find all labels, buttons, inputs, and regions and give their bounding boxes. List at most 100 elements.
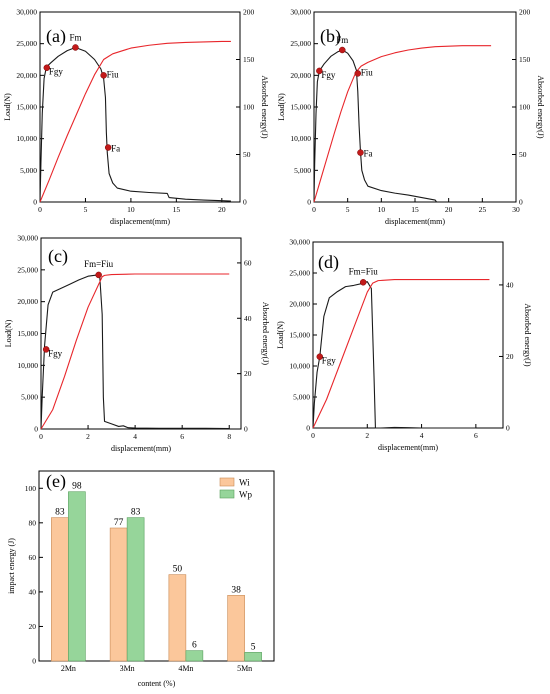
y-right-tick-label: 200 xyxy=(519,8,531,17)
y-left-tick-label: 10,000 xyxy=(17,361,38,370)
legend-swatch-wp xyxy=(219,489,235,499)
bar-value-label: 38 xyxy=(231,585,241,595)
y-left-tick-label: 10,000 xyxy=(290,134,311,143)
panel-c: 0 2 4 6 8 0 5,000 10,000 15,000 20,000 25,000 30,00… xyxy=(4,234,270,454)
y-tick-label: 40 xyxy=(29,587,37,596)
y-right-tick-label: 0 xyxy=(244,425,248,434)
panel-label: (b) xyxy=(320,26,341,47)
x-axis-label: displacement(mm) xyxy=(111,444,171,453)
y-left-tick-label: 15,000 xyxy=(290,103,311,112)
x-tick-label: 0 xyxy=(311,431,315,440)
y-left-tick-label: 0 xyxy=(306,424,310,433)
x-tick-label: 5 xyxy=(84,205,88,214)
point-label: Fm xyxy=(69,32,81,42)
energy-curve xyxy=(40,273,230,430)
y-left-tick-label: 25,000 xyxy=(289,269,310,278)
y-right-tick-label: 100 xyxy=(519,103,531,112)
y-right-tick-label: 40 xyxy=(244,314,252,323)
plot-frame xyxy=(38,470,275,662)
bar-value-label: 98 xyxy=(72,482,82,492)
point-marker-fgy xyxy=(43,64,51,71)
point-label: Fm xyxy=(336,35,348,45)
y-left-tick-label: 20,000 xyxy=(16,71,37,80)
y-left-axis-label: Load(N) xyxy=(3,93,12,121)
point-marker-fm xyxy=(339,46,346,54)
panel-a: 0 5 10 15 2005,00010,00015,00020,00025,00030… xyxy=(3,8,269,227)
point-marker-fm-fiu xyxy=(95,271,102,279)
bar-wp-4mn xyxy=(185,650,204,662)
bar-wp-3mn xyxy=(126,517,145,662)
panel-label: (c) xyxy=(48,246,68,267)
bar-wi-3mn xyxy=(109,527,128,662)
y-left-tick-label: 10,000 xyxy=(289,362,310,371)
y-right-tick-label: 100 xyxy=(243,103,255,112)
point-marker-fiu xyxy=(100,72,107,79)
category-label: 5Mn xyxy=(237,664,252,673)
point-marker-fm-fiu xyxy=(359,279,367,286)
point-marker-fgy xyxy=(42,346,50,353)
bar-wi-4mn xyxy=(168,574,187,662)
y-right-tick-label: 150 xyxy=(519,55,531,64)
category-label: 4Mn xyxy=(178,664,193,673)
x-axis-label: displacement(mm) xyxy=(110,217,170,226)
x-axis-label: displacement(mm) xyxy=(378,443,438,452)
y-left-tick-label: 5,000 xyxy=(20,166,37,175)
x-tick-label: 0 xyxy=(312,205,316,214)
y-tick-label: 20 xyxy=(29,622,37,631)
plot-frame xyxy=(40,237,242,430)
y-tick-label: 100 xyxy=(25,484,37,493)
y-right-axis-label: Absorbed energy(J) xyxy=(260,75,269,139)
bar-value-label: 50 xyxy=(173,565,183,575)
y-left-tick-label: 30,000 xyxy=(17,234,38,243)
load-curve xyxy=(39,46,231,203)
x-tick-label: 2 xyxy=(86,432,90,441)
plot-frame xyxy=(312,241,504,429)
y-tick-label: 0 xyxy=(32,657,36,666)
x-tick-label: 20 xyxy=(218,205,226,214)
energy-curve xyxy=(313,45,492,203)
y-left-tick-label: 25,000 xyxy=(16,39,37,48)
y-left-tick-label: 0 xyxy=(34,425,38,434)
y-left-axis-label: Load(N) xyxy=(276,321,285,349)
point-marker-fa xyxy=(104,144,112,151)
y-right-axis-label: Absorbed energy(J) xyxy=(523,303,532,367)
point-label: Fgy xyxy=(48,348,63,358)
y-left-tick-label: 30,000 xyxy=(290,8,311,17)
panel-e: 0 20 40 60 80 100 2Mn 83 98 3Mn 77 83 4Mn 50 6 5Mn 38 5 co… xyxy=(7,470,275,688)
x-tick-label: 0 xyxy=(38,205,42,214)
y-left-tick-label: 10,000 xyxy=(16,134,37,143)
x-tick-label: 10 xyxy=(127,205,135,214)
x-tick-label: 4 xyxy=(420,431,424,440)
x-tick-label: 8 xyxy=(227,432,231,441)
y-right-tick-label: 20 xyxy=(506,352,514,361)
bar-wp-5mn xyxy=(244,652,262,662)
point-label: Fa xyxy=(111,144,120,154)
bar-value-label: 83 xyxy=(55,508,65,518)
bar-value-label: 6 xyxy=(192,641,197,651)
y-left-tick-label: 30,000 xyxy=(289,238,310,247)
x-tick-label: 15 xyxy=(411,205,419,214)
x-tick-label: 0 xyxy=(39,432,43,441)
y-left-tick-label: 15,000 xyxy=(16,103,37,112)
y-right-tick-label: 50 xyxy=(243,150,251,159)
y-right-tick-label: 60 xyxy=(244,258,252,267)
y-left-tick-label: 20,000 xyxy=(290,71,311,80)
panel-label: (a) xyxy=(46,26,66,47)
bar-wi-5mn xyxy=(227,595,245,662)
point-marker-fgy xyxy=(316,353,324,360)
legend-label: Wi xyxy=(239,478,250,488)
point-label: Fgy xyxy=(321,70,336,80)
y-right-tick-label: 40 xyxy=(506,280,514,289)
x-tick-label: 4 xyxy=(133,432,137,441)
x-axis-label: content (%) xyxy=(138,679,176,688)
point-label: Fm=Fiu xyxy=(349,266,379,276)
panel-b: 0 5 10 15 20 25 3005,00010,00015,00020,00025,0… xyxy=(277,8,545,227)
y-right-tick-label: 50 xyxy=(519,150,527,159)
bar-value-label: 77 xyxy=(114,518,124,528)
y-left-tick-label: 20,000 xyxy=(289,300,310,309)
y-left-tick-label: 5,000 xyxy=(294,166,311,175)
x-tick-label: 6 xyxy=(474,431,478,440)
y-tick-label: 80 xyxy=(29,518,37,527)
y-left-tick-label: 25,000 xyxy=(17,265,38,274)
x-tick-label: 10 xyxy=(378,205,386,214)
